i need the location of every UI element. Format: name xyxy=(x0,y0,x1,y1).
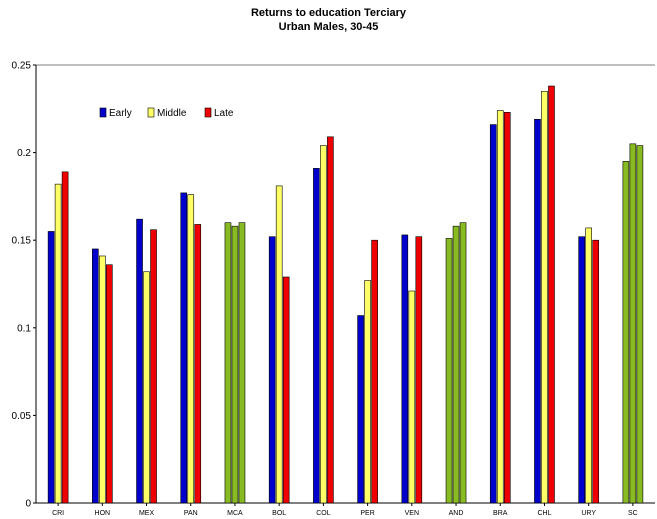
x-tick-label: HON xyxy=(95,510,111,517)
bar-cri-early xyxy=(47,231,55,504)
bar-chl-late xyxy=(548,85,555,504)
y-tick-label: 0.1 xyxy=(17,323,31,334)
bar-and-aggregate-2 xyxy=(452,225,460,504)
bar-mex-early xyxy=(136,218,143,504)
bar-mca-aggregate-1 xyxy=(224,222,232,504)
legend-label-early: Early xyxy=(109,108,132,119)
y-tick-label: 0.15 xyxy=(12,236,32,247)
legend-swatch-middle xyxy=(147,107,155,118)
chart-subtitle: Urban Males, 30-45 xyxy=(278,21,379,33)
y-tick-label: 0.05 xyxy=(12,411,32,422)
bar-bol-middle xyxy=(275,185,283,504)
x-tick-label: VEN xyxy=(405,510,419,517)
bar-mex-middle xyxy=(143,271,150,504)
bar-hon-middle xyxy=(99,255,106,504)
x-tick-label: URY xyxy=(581,510,596,517)
bar-col-early xyxy=(313,168,320,504)
y-tick-label: 0.2 xyxy=(17,148,31,159)
x-tick-label: PAN xyxy=(184,510,198,517)
bar-cri-middle xyxy=(54,183,62,504)
bar-and-aggregate-1 xyxy=(445,238,453,504)
bar-bra-late xyxy=(503,112,511,504)
x-tick-label: AND xyxy=(449,510,464,517)
bar-pan-early xyxy=(180,192,188,504)
bar-bol-early xyxy=(268,236,276,504)
bar-bra-middle xyxy=(496,110,504,504)
bar-sc-aggregate-2 xyxy=(629,143,637,504)
bar-hon-late xyxy=(106,264,113,504)
bar-per-late xyxy=(371,239,378,504)
bars xyxy=(47,85,644,504)
y-tick-label: 0 xyxy=(25,499,31,510)
bar-mca-aggregate-2 xyxy=(231,225,239,504)
y-tick-label: 0.25 xyxy=(12,61,32,72)
bar-pan-middle xyxy=(187,194,195,504)
bar-per-early xyxy=(357,315,364,504)
bar-mca-aggregate-3 xyxy=(238,222,246,504)
bar-ven-middle xyxy=(408,290,416,504)
x-tick-label: CRI xyxy=(52,510,64,517)
bar-ury-early xyxy=(578,236,585,504)
bar-ven-early xyxy=(401,234,409,504)
bar-chl-middle xyxy=(541,90,548,504)
bar-and-aggregate-3 xyxy=(459,222,467,504)
bar-ven-late xyxy=(415,236,423,504)
x-tick-label: MCA xyxy=(227,510,243,517)
x-tick-label: BOL xyxy=(272,510,286,517)
bar-bra-early xyxy=(489,124,497,504)
x-tick-label: BRA xyxy=(493,510,508,517)
bar-ury-middle xyxy=(585,227,592,504)
legend-label-late: Late xyxy=(214,108,234,119)
bar-col-middle xyxy=(320,145,327,504)
x-tick-label: CHL xyxy=(537,510,551,517)
bar-bol-late xyxy=(282,276,290,504)
bar-ury-late xyxy=(592,239,599,504)
bar-hon-early xyxy=(92,248,99,504)
x-tick-label: SC xyxy=(628,510,638,517)
bar-mex-late xyxy=(150,229,157,504)
bar-sc-aggregate-3 xyxy=(636,145,644,504)
bar-per-middle xyxy=(364,280,371,504)
x-tick-label: MEX xyxy=(139,510,155,517)
bar-chl-early xyxy=(534,119,541,504)
legend: Early Middle Late xyxy=(99,107,234,119)
x-tick-label: PER xyxy=(360,510,374,517)
bar-cri-late xyxy=(61,171,69,504)
bar-pan-late xyxy=(194,224,202,504)
legend-swatch-late xyxy=(204,107,212,118)
legend-label-middle: Middle xyxy=(157,108,187,119)
legend-swatch-early xyxy=(99,107,107,118)
chart-title: Returns to education Terciary xyxy=(250,7,407,19)
bar-sc-aggregate-1 xyxy=(622,161,630,504)
x-tick-label: COL xyxy=(316,510,331,517)
bar-col-late xyxy=(327,136,334,504)
